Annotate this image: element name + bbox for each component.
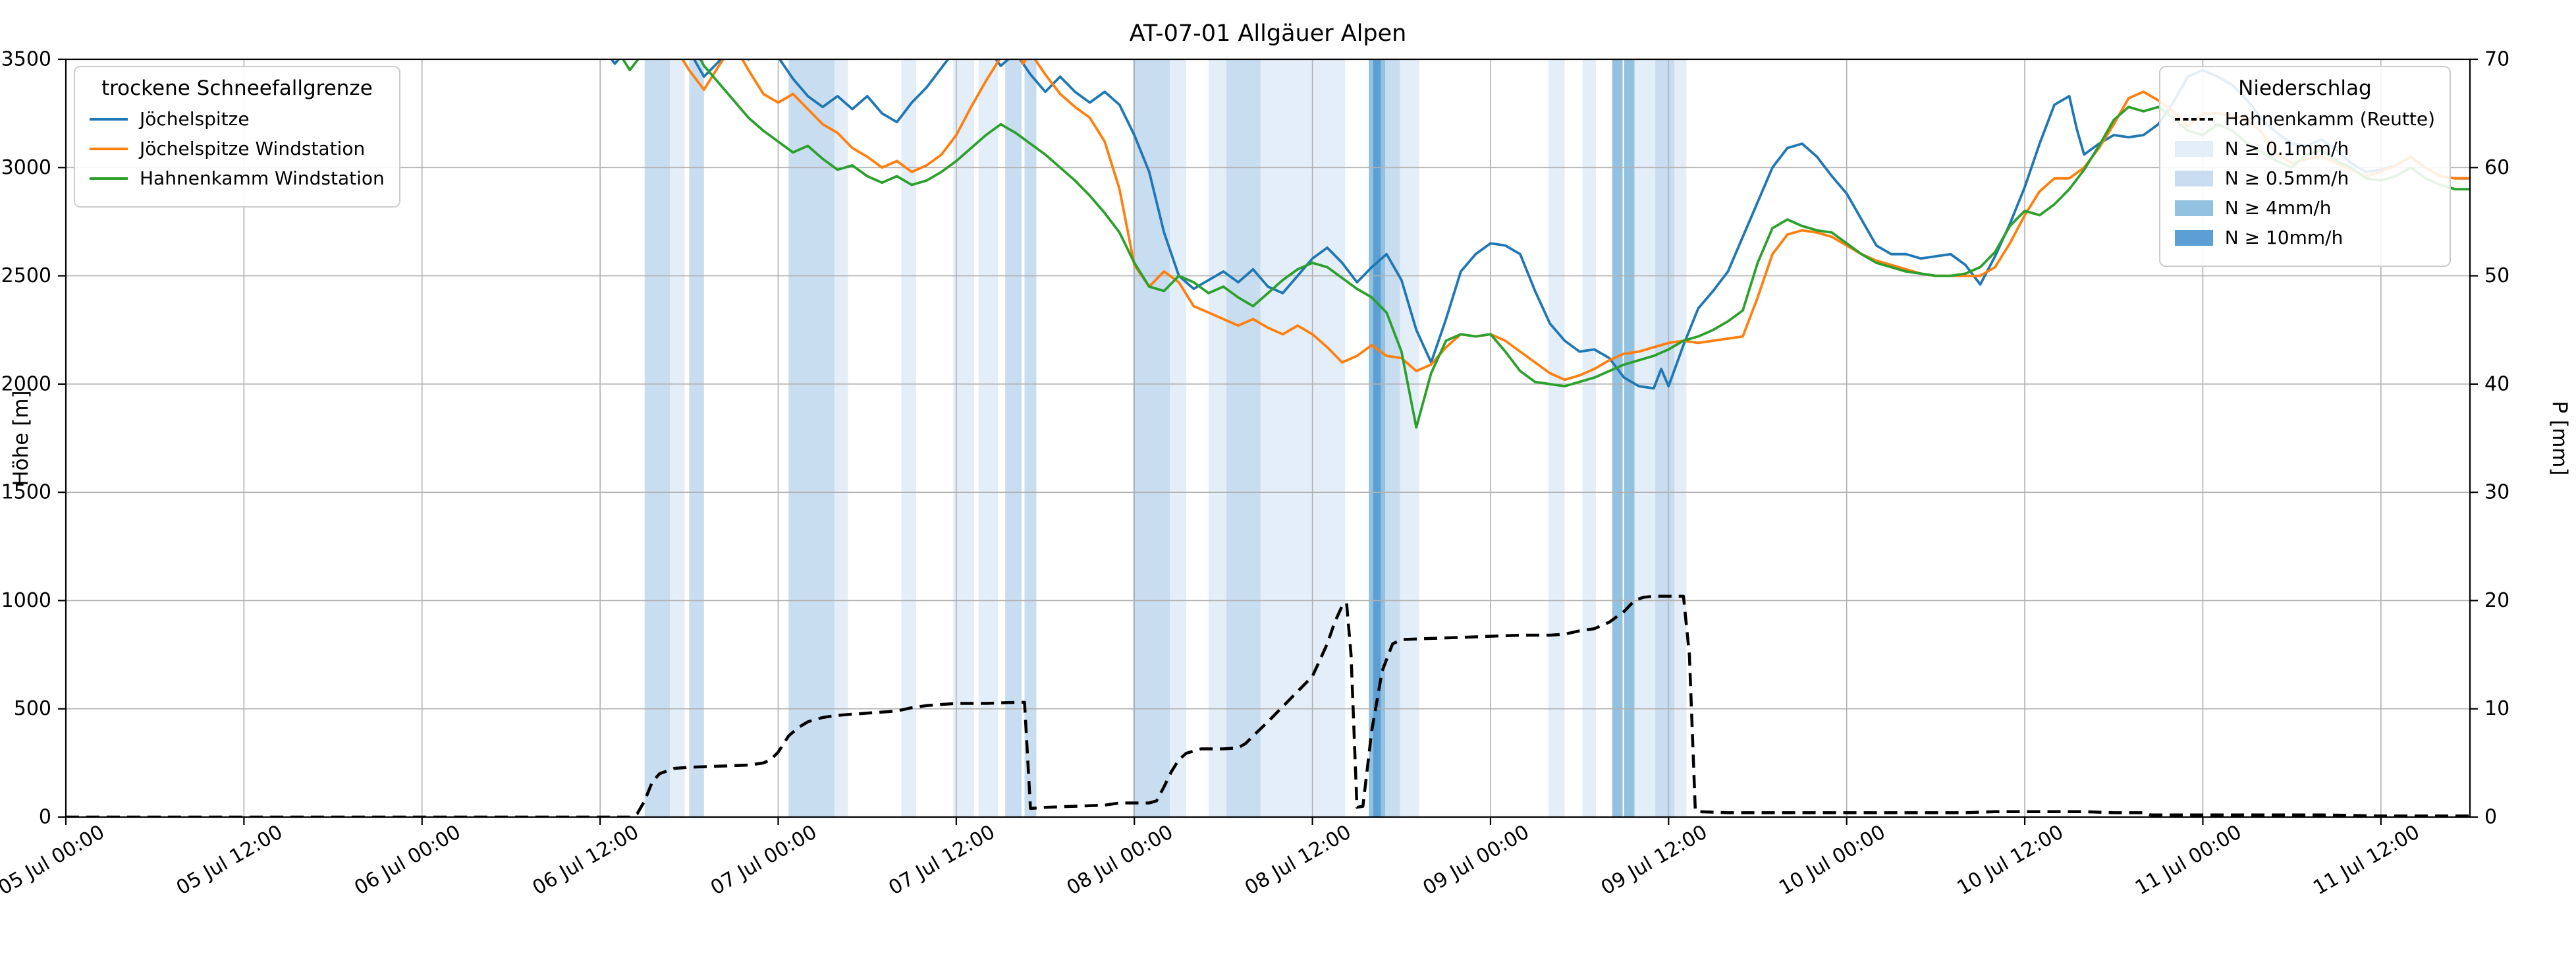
x-tick-label: 07 Jul 00:00: [707, 820, 821, 899]
precip-band: [1655, 59, 1675, 817]
x-tick-label: 10 Jul 12:00: [1954, 820, 2068, 899]
legend-item-joechelspitze: Jöchelspitze: [90, 108, 385, 130]
x-tick-label: 07 Jul 12:00: [885, 820, 999, 899]
legend-item-n-0-5: N ≥ 0.5mm/h: [2174, 167, 2435, 189]
precip-band: [1226, 59, 1261, 817]
precip-band: [670, 59, 685, 817]
x-tick-label: 09 Jul 00:00: [1419, 820, 1533, 899]
y-tick-label-right: 30: [2484, 481, 2509, 504]
plot-border: [65, 58, 2471, 818]
line-swatch-joechelspitze-windstation: [90, 147, 128, 150]
y-tick-label-right: 40: [2484, 372, 2509, 395]
y-axis-label-left: Höhe [m]: [9, 390, 33, 486]
precip-band: [1582, 59, 1596, 817]
x-tick-label: 05 Jul 12:00: [173, 820, 287, 899]
y-tick-label-right: 20: [2484, 589, 2509, 612]
y-tick-label-left: 3500: [1, 48, 51, 71]
legend-label: N ≥ 0.5mm/h: [2224, 167, 2349, 189]
precip-band: [1624, 59, 1635, 817]
line-swatch-joechelspitze: [90, 117, 128, 121]
legend-item-n-4: N ≥ 4mm/h: [2174, 197, 2435, 219]
legend-niederschlag-title: Niederschlag: [2238, 76, 2372, 100]
legend-item-hahnenkamm-windstation: Hahnenkamm Windstation: [90, 167, 385, 189]
y-axis-label-right: P [mm]: [2548, 401, 2571, 475]
line-swatch-hahnenkamm-windstation: [90, 177, 128, 180]
x-tick-label: 10 Jul 00:00: [1775, 820, 1889, 899]
legend-schneefallgrenze-title: trockene Schneefallgrenze: [101, 76, 373, 100]
x-tick-label: 05 Jul 00:00: [0, 820, 109, 899]
legend-schneefallgrenze: trockene Schneefallgrenze Jöchelspitze J…: [74, 66, 400, 208]
precip-band: [978, 59, 998, 817]
y-tick-label-left: 2000: [1, 372, 51, 395]
y-tick-label-right: 10: [2484, 697, 2509, 720]
legend-label: Jöchelspitze Windstation: [140, 138, 366, 159]
x-tick-label: 06 Jul 12:00: [529, 820, 643, 899]
y-tick-label-left: 500: [14, 697, 51, 720]
legend-label: Hahnenkamm Windstation: [140, 167, 385, 189]
legend-label: Jöchelspitze: [140, 108, 250, 130]
precip-band: [1024, 59, 1037, 817]
legend-niederschlag: Niederschlag Hahnenkamm (Reutte) N ≥ 0.1…: [2158, 66, 2451, 267]
x-tick-label: 08 Jul 12:00: [1241, 820, 1355, 899]
dashed-line-swatch: [2174, 117, 2213, 121]
x-tick-label: 11 Jul 00:00: [2131, 820, 2245, 899]
band-swatch-4: [2174, 200, 2213, 216]
legend-item-joechelspitze-windstation: Jöchelspitze Windstation: [90, 138, 385, 159]
precip-line-layer: [66, 594, 2470, 817]
band-swatch-0-1: [2174, 140, 2213, 157]
y-tick-label-left: 1500: [1, 481, 51, 504]
y-tick-label-left: 0: [39, 806, 51, 829]
y-tick-label-right: 70: [2484, 48, 2509, 71]
chart-title: AT-07-01 Allgäuer Alpen: [1130, 20, 1407, 47]
y-tick-label-right: 0: [2484, 806, 2497, 829]
series-line-j-chelspitze: [610, 59, 2470, 390]
precip-band: [689, 59, 704, 817]
precip-band: [1634, 59, 1656, 817]
precip-line: [66, 594, 2470, 817]
precip-band: [835, 59, 848, 817]
legend-item-hahnenkamm-reutte: Hahnenkamm (Reutte): [2174, 108, 2435, 130]
precip-band: [1170, 59, 1187, 817]
y-tick-label-left: 3000: [1, 156, 51, 179]
x-tick-label: 09 Jul 12:00: [1597, 820, 1711, 899]
band-swatch-10: [2174, 229, 2213, 246]
legend-item-n-10: N ≥ 10mm/h: [2174, 227, 2435, 248]
legend-label: N ≥ 10mm/h: [2224, 227, 2343, 248]
precip-band: [1384, 59, 1400, 817]
legend-label: N ≥ 4mm/h: [2224, 197, 2332, 219]
y-tick-label-right: 60: [2484, 156, 2509, 179]
y-tick-label-left: 2500: [1, 264, 51, 287]
legend-item-n-0-1: N ≥ 0.1mm/h: [2174, 138, 2435, 159]
x-tick-label: 08 Jul 00:00: [1063, 820, 1177, 899]
y-tick-label-right: 50: [2484, 264, 2509, 287]
band-swatch-0-5: [2174, 170, 2213, 186]
legend-label: Hahnenkamm (Reutte): [2224, 108, 2435, 130]
precip-band: [1612, 59, 1623, 817]
x-tick-label: 11 Jul 12:00: [2309, 820, 2423, 899]
y-tick-label-left: 1000: [1, 589, 51, 612]
precip-band: [1373, 59, 1381, 817]
precip-band: [1132, 59, 1170, 817]
precip-band: [1548, 59, 1565, 817]
precip-band: [1674, 59, 1687, 817]
precip-band-layer: [644, 59, 1687, 817]
precip-band: [644, 59, 671, 817]
precip-band: [788, 59, 835, 817]
precip-band: [1005, 59, 1022, 817]
precip-band: [1400, 59, 1419, 817]
legend-label: N ≥ 0.1mm/h: [2224, 138, 2349, 159]
x-tick-label: 06 Jul 00:00: [350, 820, 464, 899]
axes-frame-layer: [65, 58, 2471, 818]
precip-band: [901, 59, 917, 817]
